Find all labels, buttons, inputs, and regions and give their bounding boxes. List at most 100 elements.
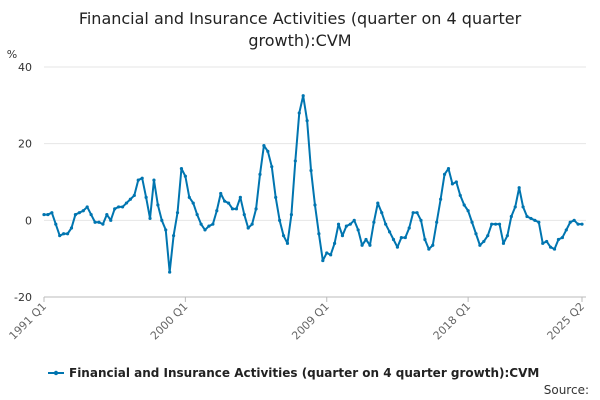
data-point	[552, 247, 557, 251]
data-point	[329, 253, 333, 257]
chart-title: Financial and Insurance Activities (quar…	[79, 9, 522, 50]
data-point	[230, 207, 235, 211]
data-point	[254, 207, 258, 211]
legend-label: Financial and Insurance Activities (quar…	[69, 366, 539, 380]
y-tick-label: -20	[14, 291, 32, 304]
data-point	[101, 222, 105, 226]
data-point	[317, 232, 321, 236]
data-point	[270, 165, 274, 169]
data-point	[246, 226, 250, 230]
data-point	[494, 222, 498, 226]
data-point	[407, 226, 411, 230]
data-point	[427, 247, 431, 251]
data-point	[207, 224, 211, 228]
data-point	[211, 222, 215, 226]
y-tick-labels: 40 20 0 -20	[14, 61, 32, 304]
data-point	[411, 211, 415, 215]
data-point	[462, 203, 466, 207]
data-series	[42, 94, 584, 274]
data-point	[120, 205, 125, 209]
y-tick-label: 20	[18, 138, 32, 151]
data-point	[117, 205, 121, 209]
data-point	[199, 222, 203, 226]
data-point	[46, 212, 50, 217]
data-point	[164, 228, 168, 232]
data-point	[340, 234, 345, 238]
data-point	[191, 201, 195, 205]
data-point	[179, 166, 184, 171]
data-point	[568, 220, 572, 224]
data-point	[301, 94, 305, 98]
source-label: Source:	[544, 383, 589, 397]
legend-marker	[53, 370, 59, 376]
data-point	[403, 235, 407, 240]
series-line	[44, 94, 582, 274]
x-tick-label: 2000 Q1	[148, 300, 191, 343]
data-point	[368, 243, 372, 247]
data-point	[364, 237, 368, 242]
data-point	[454, 180, 458, 184]
data-point	[332, 241, 337, 245]
data-point	[395, 245, 400, 249]
data-point	[58, 234, 62, 238]
data-point	[124, 201, 129, 205]
x-axis: 1991 Q1 2000 Q1 2009 Q1 2018 Q1 2025 Q2	[7, 297, 588, 343]
data-point	[466, 209, 470, 213]
data-point	[490, 222, 494, 226]
data-point	[42, 212, 46, 217]
data-point	[525, 214, 529, 219]
data-point	[537, 220, 541, 224]
data-point	[560, 235, 564, 240]
data-point	[521, 205, 525, 209]
data-point	[195, 212, 199, 217]
data-point	[258, 172, 262, 176]
data-point	[238, 195, 242, 199]
data-point	[183, 174, 187, 178]
data-point	[415, 211, 419, 215]
data-point	[431, 243, 435, 247]
data-point	[54, 222, 58, 226]
data-point	[289, 212, 294, 217]
data-point	[336, 222, 341, 226]
data-point	[478, 243, 482, 247]
data-point	[439, 197, 443, 201]
data-point	[474, 232, 478, 236]
data-point	[356, 228, 360, 232]
data-point	[305, 119, 309, 123]
data-point	[97, 220, 101, 224]
data-point	[81, 209, 85, 213]
data-point	[50, 211, 54, 215]
data-point	[266, 149, 270, 153]
data-point	[93, 220, 97, 224]
chart-title-line-2: growth):CVM	[248, 31, 351, 50]
data-point	[446, 166, 451, 171]
x-tick-label: 2025 Q2	[545, 300, 588, 343]
data-point	[505, 234, 509, 238]
y-tick-label: 40	[18, 61, 32, 74]
data-point	[62, 232, 66, 236]
data-point	[219, 191, 223, 196]
data-point	[541, 241, 545, 245]
data-point	[482, 239, 486, 244]
data-point	[65, 232, 70, 236]
data-point	[144, 195, 148, 199]
data-point	[509, 214, 513, 219]
data-point	[262, 143, 266, 148]
legend: Financial and Insurance Activities (quar…	[48, 366, 539, 380]
data-point	[187, 195, 191, 199]
data-point	[293, 159, 297, 163]
x-tick-label: 2009 Q1	[289, 300, 332, 343]
data-point	[136, 178, 140, 182]
data-point	[285, 241, 290, 245]
data-point	[132, 193, 136, 198]
data-point	[175, 211, 180, 215]
data-point	[497, 222, 502, 226]
data-point	[442, 172, 447, 176]
data-point	[203, 228, 207, 232]
data-point	[168, 270, 172, 274]
data-point	[344, 224, 348, 228]
data-point	[391, 237, 396, 242]
data-point	[281, 234, 286, 238]
x-tick-label: 2018 Q1	[431, 300, 474, 343]
data-point	[572, 218, 576, 222]
